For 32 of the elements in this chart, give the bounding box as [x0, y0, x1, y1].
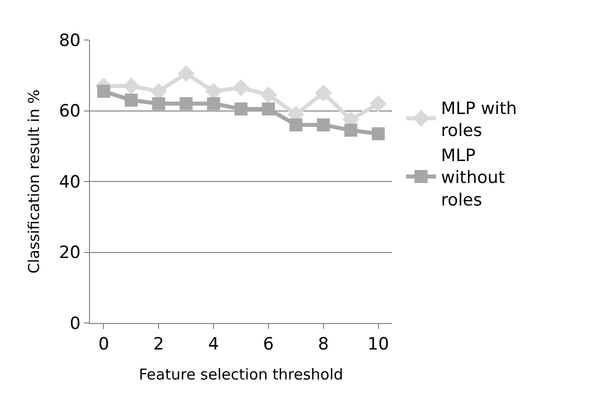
- x-tick-label: 0: [98, 334, 110, 354]
- y-tick-label: 80: [58, 30, 81, 51]
- y-tick-label: 40: [58, 172, 81, 192]
- x-tick-label: 8: [318, 334, 329, 354]
- x-tick-label: 4: [208, 334, 219, 354]
- point: [344, 124, 358, 137]
- point: [262, 102, 275, 116]
- y-tick-label: 20: [58, 243, 81, 264]
- point: [180, 97, 193, 110]
- x-tick-label: 10: [367, 334, 390, 354]
- x-tick-label: 6: [263, 334, 274, 354]
- point: [260, 86, 277, 104]
- point: [234, 102, 248, 116]
- point: [178, 65, 195, 82]
- point: [207, 97, 220, 110]
- point: [370, 95, 387, 112]
- point: [124, 94, 138, 107]
- point: [314, 84, 332, 102]
- point: [122, 78, 140, 94]
- point: [152, 97, 166, 110]
- y-axis-title: Classification result in %: [25, 90, 44, 274]
- y-tick-label: 60: [58, 102, 81, 122]
- point: [316, 118, 330, 132]
- y-tick-label: 0: [70, 314, 81, 334]
- legend-label: MLP without roles: [441, 146, 506, 210]
- legend-label: MLP with roles: [441, 98, 517, 141]
- point: [372, 127, 385, 140]
- x-tick-label: 2: [153, 334, 164, 354]
- point: [289, 118, 302, 132]
- point: [97, 84, 110, 98]
- x-axis-title: Feature selection threshold: [138, 365, 344, 384]
- point: [232, 79, 250, 96]
